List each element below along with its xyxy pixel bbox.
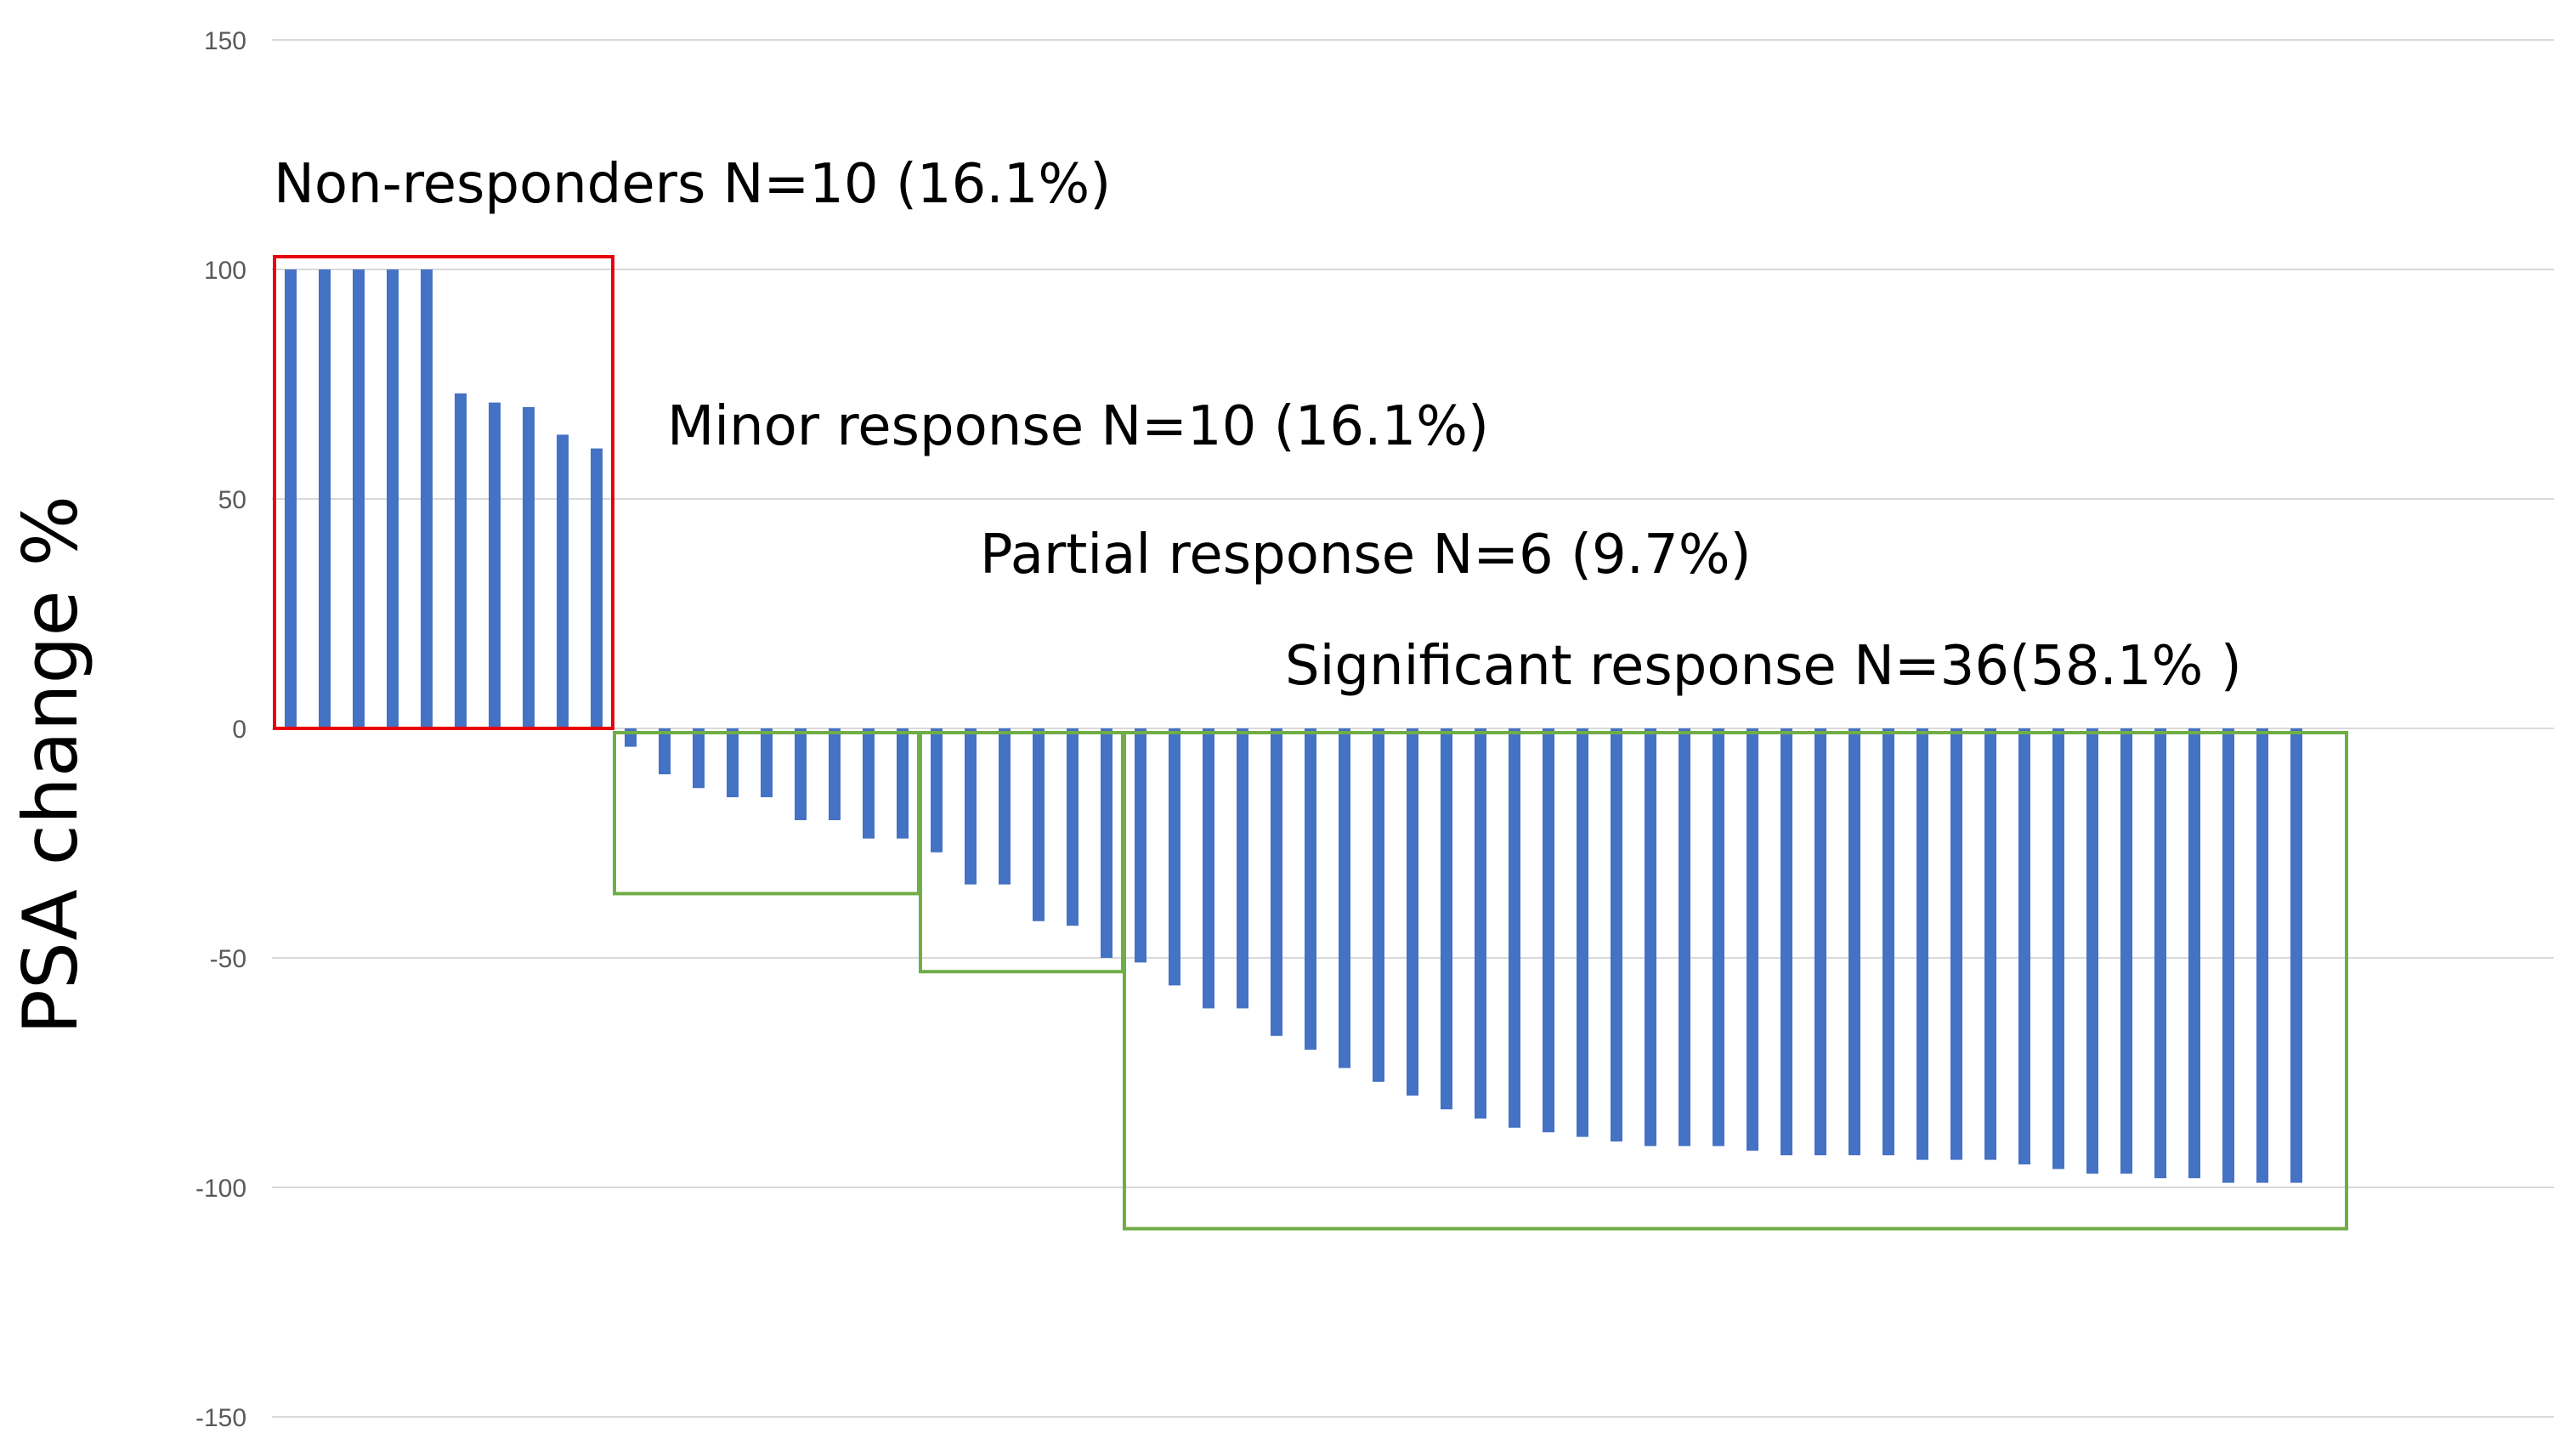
- y-tick-label: -50: [210, 945, 246, 973]
- annotation-non-responders: Non-responders N=10 (16.1%): [274, 153, 1111, 216]
- y-tick-label: 50: [218, 486, 246, 514]
- group-box-partial-response: [919, 731, 1124, 974]
- bar: [931, 728, 943, 852]
- bar: [2188, 728, 2200, 1179]
- bar: [1848, 728, 1860, 1156]
- bar: [523, 407, 535, 728]
- bar: [1916, 728, 1928, 1160]
- bar: [1543, 728, 1554, 1133]
- bar: [965, 728, 977, 885]
- bar: [2086, 728, 2098, 1174]
- annotation-partial-response: Partial response N=6 (9.7%): [980, 524, 1752, 586]
- bar: [693, 728, 705, 789]
- bar: [1882, 728, 1894, 1156]
- y-tick-label: 150: [204, 27, 246, 55]
- bar: [1373, 728, 1384, 1082]
- bar: [1305, 728, 1316, 1050]
- bar: [1781, 728, 1792, 1156]
- bar: [659, 728, 671, 774]
- annotation-minor-response: Minor response N=10 (16.1%): [667, 395, 1489, 458]
- bar: [489, 402, 501, 728]
- bar: [1033, 728, 1045, 921]
- bar: [2222, 728, 2234, 1183]
- bar: [2154, 728, 2166, 1179]
- bar: [1067, 728, 1079, 926]
- group-boxes: [273, 255, 2348, 1231]
- group-box-non-responders: [273, 255, 614, 730]
- bar: [1237, 728, 1248, 1009]
- bars: [285, 269, 2302, 1183]
- bar: [285, 269, 297, 728]
- bar: [1441, 728, 1452, 1110]
- bar: [387, 269, 399, 728]
- y-tick-label: 0: [232, 716, 246, 744]
- bar: [727, 728, 739, 797]
- bar: [1271, 728, 1282, 1036]
- y-tick-label: -100: [195, 1175, 246, 1203]
- bar: [1713, 728, 1724, 1147]
- bar: [1611, 728, 1622, 1141]
- group-box-significant-response: [1123, 731, 2348, 1231]
- bar: [2052, 728, 2064, 1170]
- bar: [2256, 728, 2268, 1183]
- bar: [761, 728, 773, 797]
- bar: [1339, 728, 1350, 1068]
- bar: [1203, 728, 1214, 1009]
- y-axis-label: PSA change %: [7, 496, 94, 1034]
- bar: [557, 434, 569, 728]
- bar: [591, 448, 603, 728]
- bar: [1169, 728, 1180, 986]
- bar: [353, 269, 365, 728]
- bar: [2290, 728, 2302, 1183]
- bar: [795, 728, 807, 820]
- bar: [999, 728, 1011, 885]
- bar: [863, 728, 875, 839]
- bar: [2120, 728, 2132, 1174]
- bar: [897, 728, 909, 839]
- bar: [2018, 728, 2030, 1164]
- bar: [1815, 728, 1826, 1156]
- bar: [1577, 728, 1588, 1137]
- bar: [1679, 728, 1690, 1147]
- bar: [319, 269, 331, 728]
- bar: [1747, 728, 1758, 1151]
- bar: [421, 269, 433, 728]
- bar: [1645, 728, 1656, 1147]
- bar: [1101, 728, 1112, 958]
- bar: [1475, 728, 1486, 1119]
- y-axis-tick-labels: 150 100 50 0 -50 -100 -150: [195, 27, 246, 1432]
- bar: [1950, 728, 1962, 1160]
- annotation-significant-response: Significant response N=36(58.1% ): [1285, 635, 2242, 698]
- bar: [1984, 728, 1996, 1160]
- bar: [1509, 728, 1520, 1128]
- bar: [829, 728, 841, 820]
- bar: [1135, 728, 1146, 963]
- bar: [1407, 728, 1418, 1096]
- bar: [455, 393, 467, 728]
- y-tick-label: -150: [195, 1404, 246, 1432]
- y-tick-label: 100: [204, 257, 246, 285]
